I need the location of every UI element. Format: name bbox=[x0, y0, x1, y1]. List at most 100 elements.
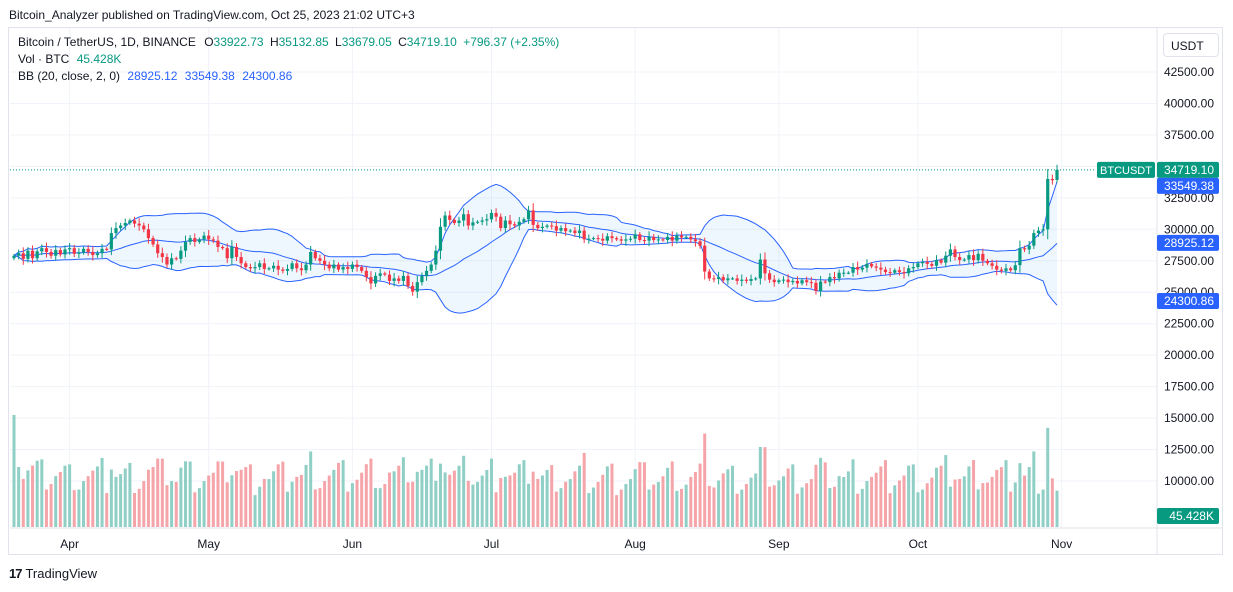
candle-body bbox=[526, 210, 531, 220]
legend-bb-basis: 28925.12 bbox=[127, 69, 178, 83]
x-tick-label: Oct bbox=[909, 537, 928, 551]
volume-bar bbox=[939, 465, 943, 527]
volume-bar bbox=[109, 469, 113, 527]
x-tick-label: May bbox=[197, 537, 220, 551]
candle-body bbox=[837, 272, 841, 279]
legend-bb-label[interactable]: BB (20, close, 2, 0) bbox=[18, 69, 121, 83]
candle-body bbox=[1036, 230, 1041, 234]
candle-body bbox=[494, 212, 498, 217]
candle-body bbox=[601, 238, 605, 241]
candle-body bbox=[865, 263, 869, 268]
candle-body bbox=[313, 251, 317, 259]
candle-body bbox=[452, 219, 456, 224]
candle-body bbox=[44, 248, 49, 252]
volume-bar bbox=[615, 495, 619, 527]
legend-symbol[interactable]: Bitcoin / TetherUS, 1D, BINANCE bbox=[18, 35, 196, 49]
volume-bar bbox=[1027, 467, 1031, 527]
candle-body bbox=[726, 278, 730, 281]
candle-body bbox=[397, 278, 401, 281]
volume-bar bbox=[934, 467, 938, 527]
symbol-tag bbox=[1097, 161, 1155, 178]
candle-body bbox=[346, 267, 350, 269]
price-tag-bb-lower bbox=[1157, 293, 1219, 310]
volume-bar bbox=[262, 478, 266, 527]
volume-bar bbox=[123, 468, 127, 527]
x-tick-label: Apr bbox=[60, 537, 79, 551]
candle-body bbox=[350, 264, 354, 269]
volume-bar bbox=[216, 461, 220, 527]
volume-bar bbox=[559, 488, 563, 527]
volume-bar bbox=[1032, 451, 1036, 527]
candle-body bbox=[874, 266, 878, 268]
volume-bar bbox=[406, 482, 410, 527]
candle-body bbox=[888, 272, 892, 274]
candle-body bbox=[809, 282, 813, 284]
legend-high-value: 35132.85 bbox=[278, 35, 329, 49]
candle-body bbox=[318, 258, 322, 261]
candle-body bbox=[156, 244, 160, 254]
candle-body bbox=[174, 258, 178, 260]
candle-body bbox=[883, 269, 888, 273]
volume-bar bbox=[754, 473, 758, 527]
volume-bar bbox=[494, 492, 498, 527]
chart-frame[interactable] bbox=[8, 27, 1223, 555]
volume-bar bbox=[1036, 493, 1040, 527]
volume-bar bbox=[63, 465, 67, 527]
candle-body bbox=[962, 259, 966, 261]
candle-body bbox=[860, 267, 864, 270]
volume-bar bbox=[758, 447, 762, 527]
candle-body bbox=[341, 267, 345, 270]
volume-bar bbox=[299, 474, 303, 527]
candle-body bbox=[615, 238, 619, 240]
candle-body bbox=[105, 248, 109, 250]
volume-bar bbox=[360, 472, 364, 527]
volume-bar bbox=[272, 471, 276, 527]
y-tick-label: 30000.00 bbox=[1164, 222, 1214, 236]
candle-body bbox=[364, 270, 368, 278]
candle-body bbox=[767, 273, 772, 280]
candle-body bbox=[230, 246, 234, 259]
volume-bar bbox=[202, 481, 206, 527]
candle-body bbox=[383, 273, 387, 275]
candle-body bbox=[420, 275, 424, 283]
candle-body bbox=[499, 216, 503, 229]
candle-body bbox=[981, 253, 985, 261]
candle-body bbox=[248, 267, 253, 269]
volume-bar bbox=[91, 470, 95, 527]
volume-bar bbox=[346, 491, 350, 527]
volume-bar bbox=[137, 488, 141, 527]
candle-body bbox=[239, 256, 243, 264]
candle-body bbox=[832, 277, 837, 279]
volume-bar bbox=[355, 479, 359, 527]
candle-body bbox=[466, 214, 470, 226]
volume-bar bbox=[281, 461, 285, 527]
candle-body bbox=[267, 268, 271, 270]
candle-body bbox=[800, 280, 804, 284]
candle-body bbox=[999, 269, 1003, 271]
volume-bar bbox=[870, 476, 874, 527]
candle-body bbox=[953, 249, 957, 257]
candle-body bbox=[517, 221, 521, 226]
candle-body bbox=[545, 225, 549, 227]
volume-bar bbox=[156, 458, 160, 527]
legend-volume-label[interactable]: Vol · BTC bbox=[18, 52, 70, 66]
volume-bar bbox=[285, 491, 289, 527]
candle-body bbox=[355, 264, 359, 268]
candle-body bbox=[179, 250, 183, 259]
candle-body bbox=[536, 224, 540, 229]
legend-bb-row: BB (20, close, 2, 0) 28925.12 33549.38 2… bbox=[18, 69, 292, 83]
volume-bar bbox=[350, 483, 354, 527]
candle-body bbox=[54, 250, 58, 256]
currency-unit-button[interactable]: USDT bbox=[1163, 33, 1219, 57]
candle-body bbox=[322, 260, 327, 265]
candle-body bbox=[448, 215, 452, 220]
volume-bar bbox=[503, 476, 507, 527]
candle-body bbox=[471, 222, 475, 226]
volume-bar bbox=[313, 489, 317, 527]
volume-bar bbox=[1041, 489, 1045, 527]
candle-body bbox=[285, 268, 290, 271]
volume-bar bbox=[179, 467, 183, 527]
candle-body bbox=[360, 267, 364, 271]
volume-bar bbox=[151, 467, 155, 527]
